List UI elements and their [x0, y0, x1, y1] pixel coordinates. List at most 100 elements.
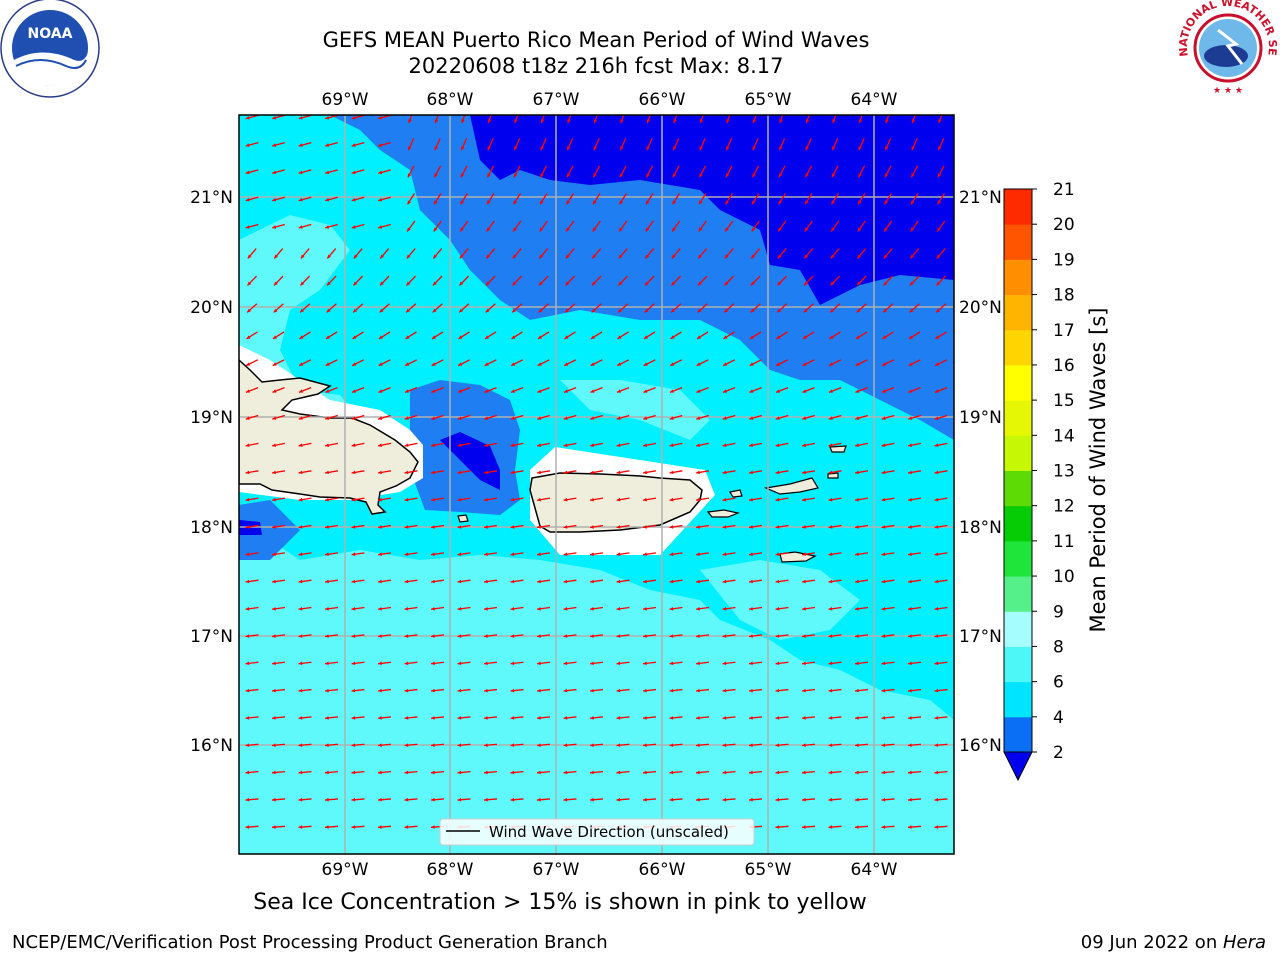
wind-wave-arrow: [299, 303, 311, 313]
wind-wave-arrow: [536, 579, 551, 584]
wind-wave-arrow: [591, 303, 602, 313]
wind-wave-arrow: [697, 248, 708, 259]
wind-wave-arrow: [566, 165, 574, 178]
wind-wave-arrow: [934, 497, 948, 502]
wind-wave-arrow: [245, 634, 259, 638]
wind-wave-arrow: [750, 303, 761, 313]
wind-wave-arrow: [510, 387, 524, 393]
lon-label-bottom: 69°W: [322, 860, 369, 880]
wind-wave-arrow: [245, 196, 259, 202]
wind-wave-arrow: [907, 743, 922, 747]
wind-wave-arrow: [430, 770, 445, 775]
lat-labels-right: 21°N 20°N 19°N 18°N 17°N 16°N: [959, 188, 1002, 756]
wind-wave-arrow: [775, 414, 789, 420]
wind-wave-arrow: [589, 661, 604, 666]
wind-wave-arrow: [858, 115, 863, 124]
wind-wave-arrow: [934, 825, 948, 829]
wind-wave-arrow: [645, 165, 654, 178]
wind-wave-arrow: [881, 442, 895, 447]
colorbar-tick-label: 10: [1053, 567, 1075, 587]
wind-wave-arrow: [351, 141, 365, 147]
wind-wave-arrow: [271, 497, 286, 502]
wind-wave-arrow: [726, 115, 731, 124]
wind-wave-arrow: [404, 387, 418, 393]
wind-wave-arrow: [722, 797, 736, 802]
wind-wave-arrow: [378, 141, 391, 147]
wind-wave-arrow: [646, 115, 651, 124]
wind-wave-arrow: [802, 359, 815, 367]
wind-wave-arrow: [324, 579, 339, 584]
wind-wave-arrow: [616, 661, 630, 666]
wind-wave-arrow: [883, 248, 893, 259]
wind-wave-arrow: [750, 248, 761, 259]
wind-wave-arrow: [457, 716, 471, 720]
wind-wave-arrow: [351, 661, 365, 666]
wind-wave-arrow: [271, 661, 286, 666]
wind-wave-arrow: [351, 470, 365, 475]
wind-wave-arrow: [590, 387, 603, 393]
wind-wave-arrow: [670, 303, 682, 313]
wind-wave-arrow: [483, 606, 498, 611]
wind-wave-arrow: [300, 275, 310, 286]
wind-wave-arrow: [378, 115, 391, 120]
wind-wave-arrow: [748, 524, 763, 529]
wind-wave-arrow: [854, 825, 869, 829]
wind-wave-arrow: [775, 470, 789, 475]
wind-wave-arrow: [643, 359, 656, 367]
wind-wave-arrow: [377, 716, 392, 720]
wind-wave-arrow: [885, 115, 890, 124]
wind-wave-arrow: [377, 797, 392, 802]
land-culebra: [729, 489, 743, 498]
wind-wave-arrow: [324, 661, 339, 666]
wind-wave-arrow: [748, 743, 763, 747]
wind-wave-arrow: [669, 387, 683, 393]
wind-wave-arrow: [695, 797, 710, 802]
wind-wave-arrow: [298, 470, 312, 475]
wind-wave-arrow: [245, 688, 259, 693]
wind-wave-arrow: [722, 524, 736, 529]
wind-wave-arrow: [881, 716, 895, 720]
wind-wave-arrow: [775, 442, 789, 447]
wind-wave-arrow: [802, 387, 815, 393]
wind-wave-arrow: [934, 442, 948, 447]
wind-wave-arrow: [404, 524, 418, 529]
wind-wave-arrow: [752, 115, 757, 124]
wind-wave-arrow: [300, 248, 310, 259]
land-mona: [457, 514, 469, 523]
wind-wave-arrow: [669, 634, 683, 638]
wind-wave-arrow: [298, 552, 312, 557]
wind-wave-arrow: [881, 497, 895, 502]
wind-wave-arrow: [538, 275, 549, 286]
wind-wave-arrow: [619, 165, 627, 178]
wind-wave-arrow: [669, 442, 683, 447]
wind-wave-arrow: [324, 606, 339, 611]
wind-wave-arrow: [776, 331, 788, 340]
wind-wave-arrow: [724, 275, 734, 286]
wind-wave-arrow: [431, 359, 444, 367]
wind-wave-arrow: [934, 552, 948, 557]
wind-wave-arrow: [907, 688, 922, 693]
wind-wave-arrow: [854, 470, 869, 475]
wind-wave-arrow: [695, 770, 710, 775]
wind-wave-arrow: [459, 193, 469, 205]
wind-wave-arrow: [646, 138, 653, 151]
wind-wave-arrow: [751, 220, 760, 232]
wind-wave-arrow: [907, 470, 922, 475]
wind-wave-arrow: [590, 331, 603, 340]
wind-wave-arrow: [404, 442, 418, 447]
wind-wave-arrow: [513, 138, 521, 151]
lat-label-right: 16°N: [959, 736, 1002, 756]
wind-wave-arrow: [643, 387, 656, 393]
wind-wave-arrow: [883, 275, 893, 286]
wind-wave-arrow: [801, 688, 816, 693]
wind-wave-arrow: [618, 193, 628, 205]
wind-wave-arrow: [565, 248, 575, 259]
wind-wave-arrow: [854, 661, 869, 666]
wind-wave-arrow: [698, 220, 707, 232]
wind-wave-arrow: [487, 138, 494, 151]
wind-wave-arrow: [405, 331, 417, 340]
wind-wave-arrow: [909, 275, 920, 286]
wind-wave-arrow: [748, 797, 763, 802]
wind-wave-arrow: [642, 606, 657, 611]
